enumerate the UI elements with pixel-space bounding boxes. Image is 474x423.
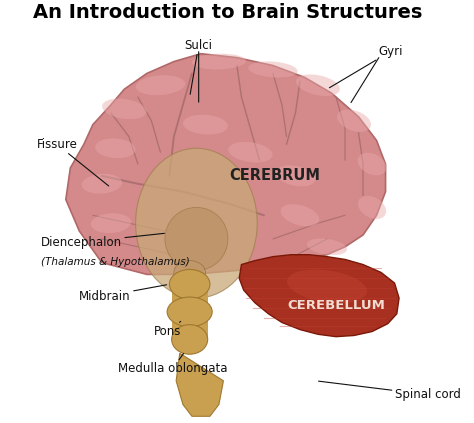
Ellipse shape — [228, 142, 273, 162]
Ellipse shape — [248, 61, 298, 77]
Ellipse shape — [192, 54, 246, 69]
FancyBboxPatch shape — [172, 284, 208, 312]
Ellipse shape — [358, 196, 386, 219]
FancyBboxPatch shape — [172, 312, 208, 339]
Ellipse shape — [337, 110, 371, 132]
Ellipse shape — [95, 138, 136, 158]
Text: Sulci: Sulci — [185, 39, 213, 94]
Ellipse shape — [281, 204, 319, 226]
Ellipse shape — [276, 165, 315, 187]
Ellipse shape — [357, 153, 386, 176]
Ellipse shape — [82, 174, 122, 194]
Text: Gyri: Gyri — [329, 45, 403, 88]
Ellipse shape — [91, 213, 131, 233]
Text: Fissure: Fissure — [36, 138, 109, 186]
Ellipse shape — [102, 99, 146, 119]
Ellipse shape — [167, 297, 212, 327]
Ellipse shape — [172, 324, 208, 354]
PathPatch shape — [176, 353, 223, 416]
Ellipse shape — [165, 207, 228, 270]
Ellipse shape — [183, 115, 228, 135]
Ellipse shape — [307, 239, 347, 255]
PathPatch shape — [239, 255, 399, 337]
Text: Spinal cord: Spinal cord — [319, 381, 460, 401]
Text: CEREBRUM: CEREBRUM — [230, 168, 321, 184]
Text: Medulla oblongata: Medulla oblongata — [118, 354, 227, 376]
Text: CEREBELLUM: CEREBELLUM — [287, 299, 385, 313]
Text: Midbrain: Midbrain — [79, 285, 167, 302]
Ellipse shape — [296, 74, 340, 96]
Text: Diencephalon: Diencephalon — [41, 233, 164, 249]
Ellipse shape — [174, 261, 205, 284]
Ellipse shape — [287, 269, 367, 303]
Text: (Thalamus & Hypothalamus): (Thalamus & Hypothalamus) — [41, 257, 190, 266]
Ellipse shape — [136, 75, 185, 95]
Ellipse shape — [169, 269, 210, 299]
Ellipse shape — [136, 148, 257, 298]
Title: An Introduction to Brain Structures: An Introduction to Brain Structures — [33, 3, 423, 22]
PathPatch shape — [66, 54, 385, 275]
Text: Pons: Pons — [154, 321, 181, 338]
